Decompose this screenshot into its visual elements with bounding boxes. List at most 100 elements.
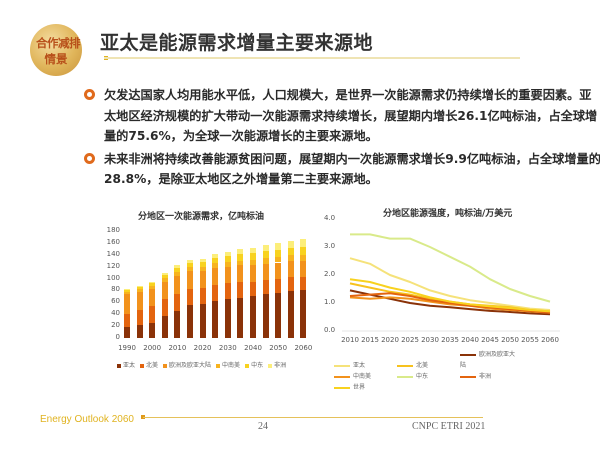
line-chart-title: 分地区能源强度，吨标油/万美元 — [383, 209, 513, 219]
bar-segment — [174, 267, 181, 272]
x-tick-label: 1990 — [118, 344, 136, 352]
bar-segment — [136, 289, 143, 293]
y-tick-label: 80 — [111, 285, 120, 294]
y-tick-label: 120 — [106, 261, 120, 270]
bar-segment — [300, 260, 307, 277]
bar-segment — [199, 258, 206, 262]
x-tick-label: 2050 — [269, 344, 288, 352]
bar-segment — [187, 288, 193, 306]
bar-segment — [262, 279, 269, 294]
page-title: 亚太是能源需求增量主要来源地 — [100, 32, 374, 54]
legend-swatch — [117, 363, 121, 368]
bar-segment — [212, 254, 219, 258]
bar-segment — [149, 306, 156, 323]
bar-segment — [174, 272, 181, 277]
bar-segment — [149, 322, 156, 338]
bar-segment — [124, 294, 130, 314]
bar-segment — [237, 254, 244, 261]
bar-segment — [262, 251, 269, 259]
y-tick-label: 0 — [115, 333, 120, 341]
legend-item: 亚太 — [117, 362, 135, 369]
bar-segment — [174, 265, 181, 268]
bullet-text: 欠发达国家人均用能水平低，人口规模大，是世界一次能源需求仍持续增长的重要因素。亚… — [104, 88, 598, 143]
bar-segment — [136, 286, 143, 288]
bar-segment — [300, 254, 307, 261]
bar-segment — [275, 262, 282, 279]
bullet-item: 未来非洲将持续改善能源贫困问题，展望期内一次能源需求增长9.9亿吨标油，占全球增… — [82, 149, 600, 190]
bar-segment — [275, 257, 282, 263]
bar-segment — [237, 282, 244, 298]
bar-segment — [300, 239, 307, 248]
legend-item: 中东 — [397, 371, 455, 382]
legend-item: 亚太 — [334, 360, 392, 371]
bar-segment — [300, 289, 307, 338]
bar-segment — [174, 310, 181, 338]
bar-segment — [250, 247, 256, 253]
bar-segment — [250, 259, 256, 265]
bar-segment — [199, 266, 206, 271]
legend-item: 中东 — [245, 362, 263, 369]
bar-segment — [149, 285, 156, 289]
logo-badge: 合作减排 情景 — [30, 24, 82, 76]
bar-segment — [124, 313, 130, 328]
line-chart-legend: 亚太 北美欧洲及欧亚大陆中南美 中东 非洲世界 — [334, 349, 584, 393]
x-tick-label: 2060 — [541, 336, 559, 344]
legend-item: 北美 — [397, 360, 455, 371]
x-tick-label: 2045 — [481, 336, 499, 344]
bar-segment — [287, 240, 294, 248]
bar-segment — [275, 292, 282, 338]
bar-segment — [199, 270, 206, 289]
bar-segment — [187, 259, 193, 263]
bar-segment — [287, 277, 294, 292]
bar-segment — [161, 299, 168, 316]
bar-segment — [287, 247, 294, 256]
x-tick-label: 2050 — [501, 336, 519, 344]
legend-item: 欧洲及欧亚大陆 — [460, 351, 516, 369]
x-tick-label: 2010 — [168, 344, 187, 352]
y-tick-label: 160 — [106, 237, 120, 246]
x-tick-label: 2030 — [421, 336, 439, 344]
series-line — [349, 292, 551, 314]
bullet-circle-icon — [84, 152, 95, 164]
bar-segment — [136, 310, 143, 325]
bar-segment — [224, 266, 231, 284]
bar-segment — [161, 281, 168, 300]
bar-segment — [199, 261, 206, 267]
bar-segment — [124, 290, 130, 292]
x-tick-label: 2040 — [244, 344, 262, 352]
x-tick-label: 2040 — [461, 336, 479, 344]
x-tick-label: 2035 — [441, 336, 459, 344]
legend-line-swatch — [397, 364, 413, 367]
series-line — [349, 257, 551, 311]
bar-segment — [224, 283, 231, 300]
legend-swatch — [268, 363, 273, 368]
bar-segment — [237, 260, 244, 266]
bar-segment — [174, 276, 181, 294]
bar-segment — [250, 252, 256, 260]
bar-segment — [212, 263, 219, 268]
bar-segment — [212, 267, 219, 286]
y-tick-label: 60 — [111, 297, 120, 306]
x-tick-label: 2030 — [218, 344, 237, 352]
legend-line-swatch — [397, 375, 413, 378]
x-tick-label: 2020 — [193, 344, 212, 352]
bar-segment — [287, 261, 294, 278]
bar-segment — [124, 289, 130, 291]
bar-segment — [161, 274, 168, 278]
bar-segment — [224, 299, 231, 338]
x-tick-label: 2055 — [521, 336, 539, 344]
y-tick-label: 140 — [106, 249, 120, 258]
bar-segment — [237, 249, 244, 255]
legend-swatch — [140, 363, 145, 368]
bar-segment — [149, 288, 156, 307]
footer-report-name: Energy Outlook 2060 — [40, 414, 134, 425]
bar-segment — [250, 264, 256, 282]
y-tick-label: 3.0 — [324, 242, 336, 250]
bar-segment — [136, 287, 143, 290]
bullet-circle-icon — [84, 89, 95, 100]
y-tick-label: 2.0 — [324, 270, 336, 278]
x-tick-label: 2010 — [341, 336, 359, 344]
bar-segment — [136, 292, 143, 311]
legend-swatch — [163, 363, 168, 368]
